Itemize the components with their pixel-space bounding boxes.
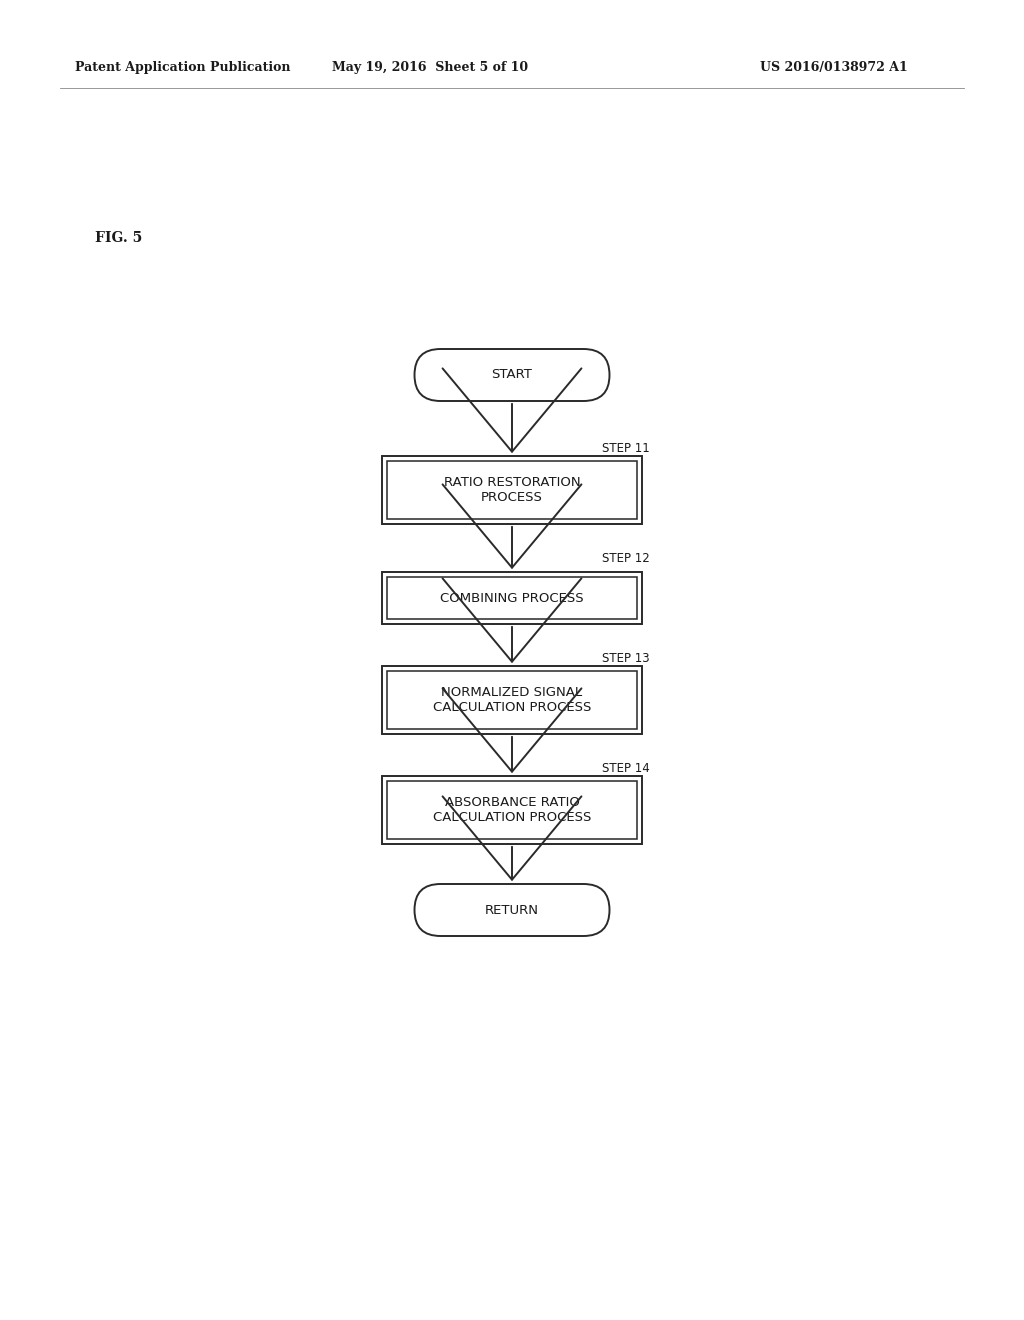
Bar [382,572,642,624]
Bar [387,781,637,840]
Text: NORMALIZED SIGNAL
CALCULATION PROCESS: NORMALIZED SIGNAL CALCULATION PROCESS [433,686,591,714]
FancyBboxPatch shape [415,348,609,401]
Bar [382,776,642,843]
Text: STEP 12: STEP 12 [602,552,650,565]
Bar [387,577,637,619]
Text: RETURN: RETURN [485,903,539,916]
Bar [382,455,642,524]
Text: May 19, 2016  Sheet 5 of 10: May 19, 2016 Sheet 5 of 10 [332,62,528,74]
Text: FIG. 5: FIG. 5 [95,231,142,246]
Text: RATIO RESTORATION
PROCESS: RATIO RESTORATION PROCESS [443,477,581,504]
Text: STEP 13: STEP 13 [602,652,650,665]
Text: US 2016/0138972 A1: US 2016/0138972 A1 [760,62,907,74]
Text: STEP 14: STEP 14 [602,762,650,775]
Text: Patent Application Publication: Patent Application Publication [75,62,291,74]
FancyBboxPatch shape [415,884,609,936]
Bar [382,667,642,734]
Bar [387,671,637,729]
Text: ABSORBANCE RATIO
CALCULATION PROCESS: ABSORBANCE RATIO CALCULATION PROCESS [433,796,591,824]
Bar [387,461,637,519]
Text: COMBINING PROCESS: COMBINING PROCESS [440,591,584,605]
Text: STEP 11: STEP 11 [602,442,650,455]
Text: START: START [492,368,532,381]
